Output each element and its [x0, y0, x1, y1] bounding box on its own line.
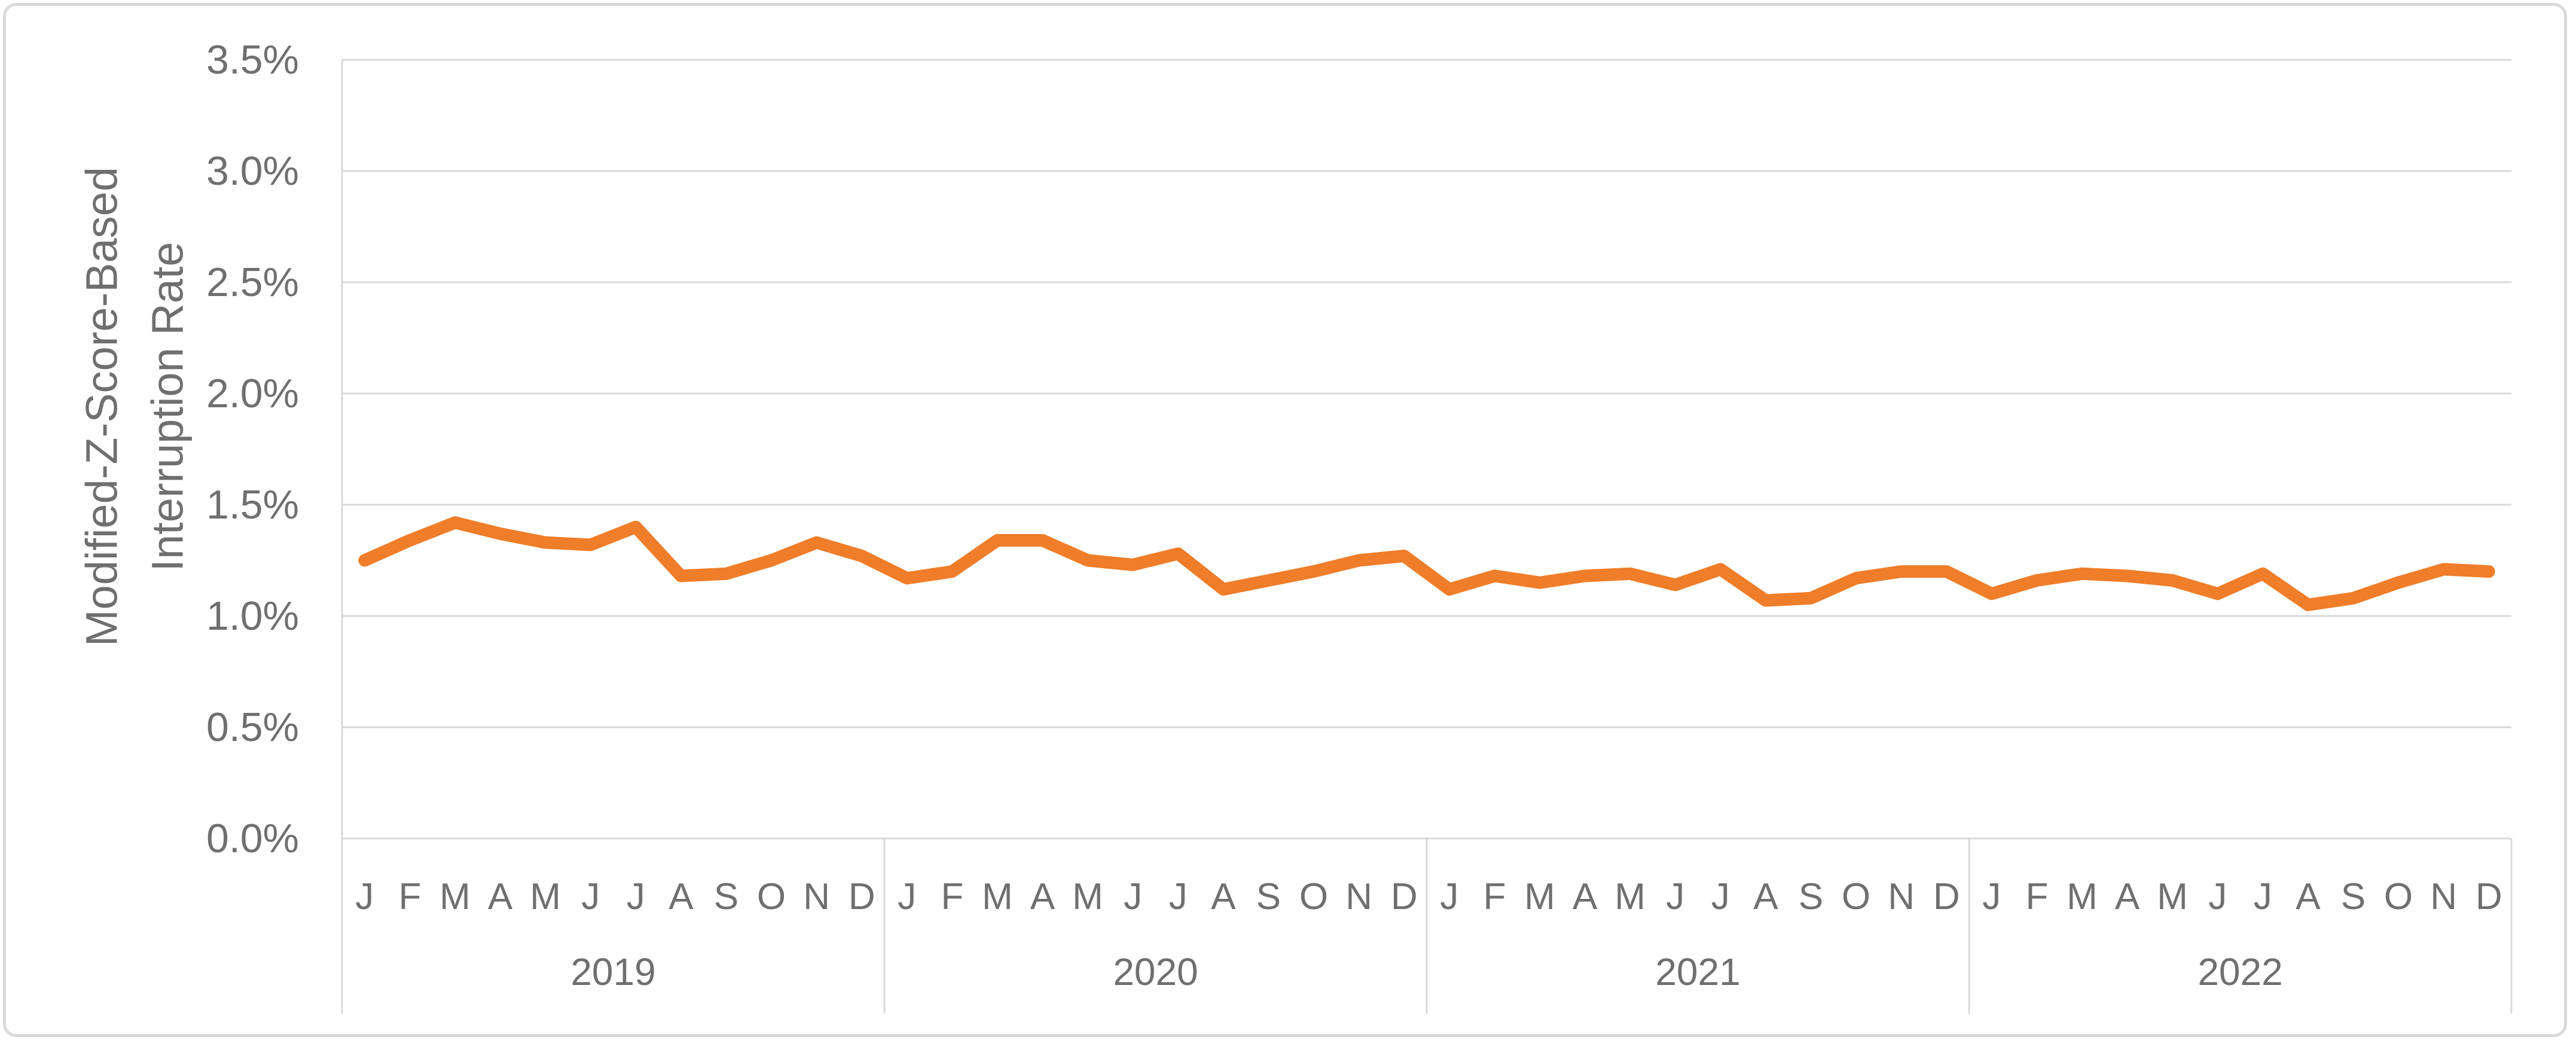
x-tick-month: A: [487, 876, 513, 917]
chart-border: [3, 3, 2567, 1037]
x-tick-month: F: [398, 876, 422, 917]
x-tick-month: A: [1753, 876, 1778, 917]
x-tick-month: N: [1888, 876, 1915, 917]
x-tick-month: O: [2383, 876, 2413, 917]
x-tick-month: F: [941, 876, 964, 917]
x-tick-year: 2022: [2197, 950, 2283, 993]
x-tick-month: J: [1440, 876, 1459, 917]
x-tick-month: J: [1168, 876, 1188, 917]
y-tick-label: 3.0%: [206, 148, 299, 194]
x-tick-month: D: [1390, 876, 1418, 917]
x-tick-month: A: [1030, 876, 1055, 917]
x-tick-month: N: [1345, 876, 1373, 917]
x-tick-month: A: [669, 876, 694, 917]
x-tick-month: M: [1072, 876, 1103, 917]
x-tick-month: S: [1256, 876, 1281, 917]
x-tick-month: M: [1614, 876, 1646, 917]
x-tick-month: F: [2025, 876, 2049, 917]
x-tick-month: A: [2296, 876, 2321, 917]
x-tick-month: J: [1711, 876, 1730, 917]
x-tick-month: M: [530, 876, 561, 917]
x-tick-year: 2019: [570, 950, 656, 993]
x-tick-month: O: [756, 876, 786, 917]
x-tick-month: M: [1524, 876, 1555, 917]
y-tick-label: 0.5%: [206, 705, 299, 750]
x-tick-month: D: [848, 876, 875, 917]
x-tick-month: D: [2475, 876, 2502, 917]
data-series-line: [358, 516, 2495, 611]
x-tick-month: S: [713, 876, 739, 917]
x-tick-month: M: [982, 876, 1013, 917]
x-tick-month: J: [355, 876, 374, 917]
x-tick-month: N: [2430, 876, 2458, 917]
x-tick-month: M: [2157, 876, 2188, 917]
x-tick-month: O: [1841, 876, 1871, 917]
x-tick-month: F: [1483, 876, 1506, 917]
x-tick-month: J: [1666, 876, 1685, 917]
x-tick-month: J: [2208, 876, 2227, 917]
y-tick-label: 1.0%: [206, 593, 299, 639]
y-axis-title-line-1: Modified-Z-Score-Based: [77, 167, 127, 646]
x-tick-month: J: [581, 876, 600, 917]
x-tick-month: N: [803, 876, 831, 917]
y-tick-label: 2.0%: [206, 371, 299, 416]
y-tick-label: 2.5%: [206, 260, 299, 305]
x-tick-month: S: [1798, 876, 1824, 917]
y-tick-label: 3.5%: [206, 37, 299, 83]
x-tick-month: A: [1211, 876, 1236, 917]
x-tick-month: M: [439, 876, 471, 917]
x-tick-year: 2021: [1655, 950, 1741, 993]
x-tick-month: M: [2067, 876, 2098, 917]
x-tick-month: D: [1933, 876, 1960, 917]
x-tick-month: J: [626, 876, 645, 917]
y-axis-title-line-2: Interruption Rate: [142, 242, 193, 572]
y-tick-label: 0.0%: [206, 816, 299, 861]
x-tick-month: S: [2340, 876, 2366, 917]
x-tick-month: J: [2253, 876, 2272, 917]
x-tick-month: A: [1572, 876, 1598, 917]
x-tick-year: 2020: [1113, 950, 1198, 993]
x-tick-month: J: [898, 876, 917, 917]
x-tick-month: O: [1299, 876, 1329, 917]
x-tick-month: A: [2114, 876, 2140, 917]
x-tick-month: J: [1982, 876, 2001, 917]
x-tick-month: J: [1124, 876, 1143, 917]
y-tick-label: 1.5%: [206, 482, 299, 527]
